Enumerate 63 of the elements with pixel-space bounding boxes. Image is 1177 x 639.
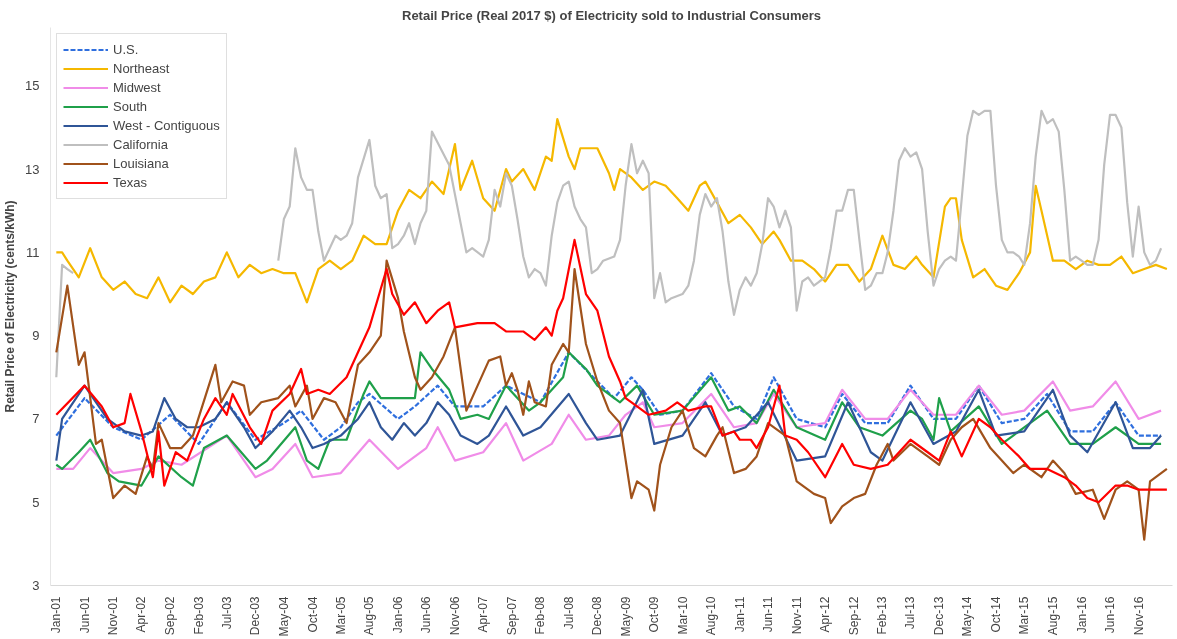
legend-label: South — [113, 98, 147, 116]
legend-label: West - Contiguous — [113, 117, 220, 135]
line-series — [55, 380, 1163, 479]
x-tick-label: Sep-02 — [163, 596, 178, 636]
x-tick-label: Dec-03 — [248, 596, 263, 636]
x-tick-label: Mar-05 — [333, 596, 348, 635]
y-tick-label: 11 — [26, 244, 40, 260]
x-tick-label: Jul-13 — [903, 596, 918, 630]
y-tick-label: 7 — [32, 411, 40, 427]
legend-label: Louisiana — [113, 155, 169, 173]
x-tick-label: May-14 — [960, 596, 975, 637]
line-series — [55, 118, 1168, 304]
x-tick-label: Mar-15 — [1017, 596, 1032, 635]
x-tick-label: Jan-01 — [49, 596, 64, 634]
x-tick-label: Jan-11 — [732, 596, 747, 633]
x-tick-label: Nov-01 — [106, 596, 121, 636]
x-tick-label: Jan-06 — [391, 596, 406, 634]
x-tick-label: May-09 — [618, 596, 633, 637]
legend-label: U.S. — [113, 41, 139, 59]
y-tick-label: 15 — [25, 78, 40, 94]
legend-label: Texas — [113, 174, 147, 192]
x-tick-label: Mar-10 — [675, 596, 690, 635]
x-tick-label: Jun-11 — [761, 596, 776, 633]
x-tick-label: Sep-12 — [846, 596, 861, 636]
x-tick-label: Jul-08 — [561, 596, 576, 630]
line-series — [55, 351, 1163, 487]
x-tick-label: Apr-02 — [134, 596, 149, 633]
x-tick-label: Feb-03 — [191, 596, 206, 635]
x-tick-label: Nov-11 — [789, 596, 804, 635]
x-tick-label: Dec-13 — [932, 596, 947, 636]
line-series — [55, 259, 1168, 541]
x-tick-label: Jun-01 — [77, 596, 92, 634]
x-tick-label: Jun-06 — [419, 596, 434, 634]
x-tick-label: Jan-16 — [1074, 596, 1089, 634]
x-tick-label: Oct-14 — [989, 596, 1004, 633]
line-series — [55, 351, 1163, 446]
chart-title: Retail Price (Real 2017 $) of Electricity sold to Industrial Consumers — [401, 7, 822, 23]
x-tick-label: Oct-04 — [305, 596, 320, 633]
y-tick-label: 3 — [32, 578, 40, 593]
y-tick-label: 5 — [32, 494, 40, 510]
x-tick-label: Jul-03 — [219, 596, 234, 630]
line-series — [55, 384, 1163, 462]
x-tick-label: Feb-13 — [875, 596, 890, 635]
line-series — [55, 238, 1168, 504]
x-tick-label: Jun-16 — [1102, 596, 1117, 634]
y-axis-title: Retail Price of Electricity (cents/kWh) — [3, 200, 18, 413]
legend-label: California — [113, 136, 168, 154]
x-tick-label: Apr-07 — [476, 596, 491, 633]
x-tick-label: May-04 — [276, 596, 291, 637]
x-tick-label: Aug-05 — [362, 596, 377, 636]
x-tick-label: Feb-08 — [533, 596, 548, 635]
legend-label: Northeast — [113, 60, 170, 78]
x-tick-label: Aug-10 — [704, 596, 719, 636]
x-tick-label: Dec-08 — [590, 596, 605, 636]
x-tick-label: Nov-16 — [1131, 596, 1146, 636]
x-tick-label: Aug-15 — [1045, 596, 1060, 636]
x-tick-label: Oct-09 — [647, 596, 662, 633]
y-tick-label: 13 — [25, 161, 40, 177]
x-tick-label: Sep-07 — [504, 596, 519, 636]
x-tick-label: Nov-06 — [447, 596, 462, 636]
y-tick-label: 9 — [32, 328, 40, 344]
x-tick-label: Apr-12 — [818, 596, 833, 633]
legend-label: Midwest — [113, 79, 161, 97]
